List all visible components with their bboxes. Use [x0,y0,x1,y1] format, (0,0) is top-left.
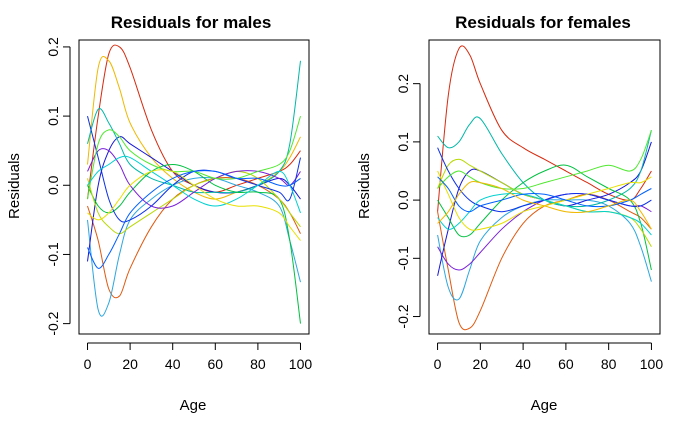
series-line-14 [87,170,301,269]
x-axis-label: Age [531,397,558,414]
series-line-10 [437,130,652,190]
y-tick-label: -0.1 [395,246,411,270]
y-tick-label: 0.2 [45,37,61,57]
series-line-13 [437,176,652,213]
chart-title: Residuals for females [455,13,631,32]
females-residuals-panel: Residuals for females Age Residuals 0 20 4… [356,13,663,414]
x-tick-label: 40 [515,356,531,372]
x-tick-label: 60 [208,356,224,372]
series-line-3 [437,199,652,301]
x-tick-label: 100 [640,356,664,372]
series-line-12 [437,170,652,231]
x-tick-label: 80 [250,356,266,372]
x-axis-label: Age [180,397,207,414]
y-tick-label: 0.1 [45,106,61,126]
series-line-9 [87,148,301,209]
series-line-2 [437,193,652,331]
series-line-14 [437,181,652,230]
chart-title: Residuals for males [111,13,272,32]
y-axis: -0.2 -0.1 0.0 0.1 0.2 [45,37,71,336]
x-tick-label: 20 [122,356,138,372]
x-tick-label: 20 [473,356,489,372]
series-lines [87,44,301,324]
series-line-11 [437,193,652,236]
y-tick-label: 0.0 [45,175,61,195]
x-tick-label: 80 [601,356,617,372]
y-tick-label: -0.2 [395,304,411,328]
series-line-4 [87,177,301,317]
x-axis: 0 20 40 60 80 100 [434,342,664,372]
x-tick-label: 0 [84,356,92,372]
x-tick-label: 0 [434,356,442,372]
series-line-8 [87,170,301,235]
series-line-1 [87,44,301,200]
y-tick-label: -0.2 [45,311,61,335]
y-axis-label: Residuals [6,153,23,219]
series-line-11 [87,115,301,200]
y-tick-label: -0.1 [45,242,61,266]
y-axis: -0.2 -0.1 0.0 0.1 0.2 [395,74,421,329]
y-axis-label: Residuals [356,153,373,219]
series-line-3 [87,177,301,299]
x-tick-label: 60 [558,356,574,372]
x-tick-label: 100 [289,356,313,372]
plot-frame [78,39,310,335]
males-residuals-panel: Residuals for males Age Residuals 0 20 40 6… [6,13,312,414]
series-line-13 [87,169,301,241]
series-line-4 [437,141,652,276]
series-line-5 [437,116,652,208]
y-tick-label: 0.0 [395,190,411,210]
series-line-6 [87,60,301,194]
plot-frame [428,39,661,335]
series-line-1 [437,45,652,212]
x-axis: 0 20 40 60 80 100 [84,342,313,372]
x-tick-label: 40 [165,356,181,372]
y-tick-label: 0.2 [395,74,411,94]
series-line-12 [87,155,301,214]
y-tick-label: 0.1 [395,132,411,152]
series-lines [437,45,652,331]
series-line-6 [437,164,652,271]
